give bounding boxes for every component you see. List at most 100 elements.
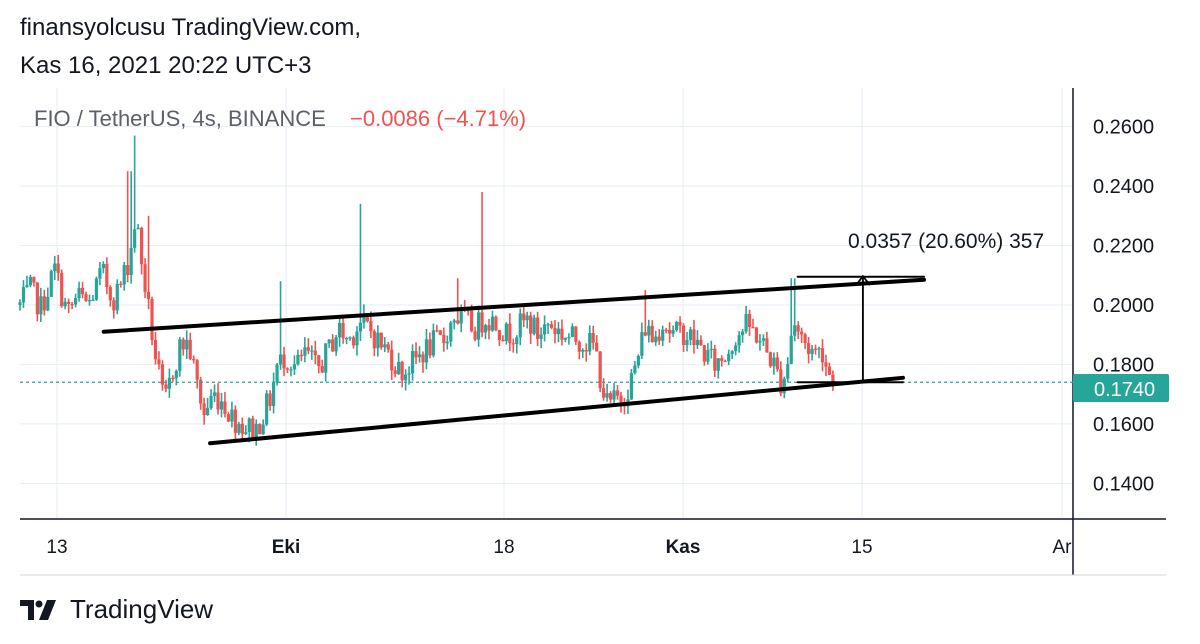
candle-body [744,313,748,332]
candle-body [331,339,335,352]
lower-channel-line[interactable] [208,375,905,446]
candle-body [567,337,571,339]
candle-body [226,413,231,422]
candle-body [282,354,286,369]
candle-body [167,377,171,389]
candle-body [205,408,210,416]
candle-body [67,301,71,305]
candle-body [824,362,828,367]
grid [20,88,1073,519]
candle-body [306,347,310,351]
candle-body [216,392,220,410]
candle-body [247,418,251,433]
candle-body [494,316,498,331]
candle-body [827,366,832,375]
candle-body [25,285,29,288]
candle-body [643,332,647,336]
candle-body [80,287,85,295]
tradingview-wordmark: TradingView [70,594,214,624]
candle-body [338,323,342,338]
candle-body [727,354,731,362]
candle-body [53,263,57,272]
candle-body [188,339,192,359]
candle-body [529,315,533,334]
price-tick-label: 0.2200 [1093,236,1154,258]
candle-body [511,343,515,345]
price-tick-label: 0.1400 [1093,473,1154,495]
candle-body [831,374,835,383]
candle-body [400,361,404,381]
candle-body [664,329,668,331]
candle-body [233,409,237,433]
upper-channel-line[interactable] [101,277,927,334]
candle-body [459,309,463,324]
candle-body [310,350,314,352]
candle-body [473,331,477,340]
candle-body [327,339,331,344]
legend-change: −0.0086 (−4.71%) [350,106,526,131]
candle-body [674,322,679,331]
candle-body [487,325,491,331]
candle-body [515,337,519,344]
candle-body [73,298,78,305]
candle-body [334,337,338,352]
candle-body [209,395,213,409]
candle-body [136,227,140,230]
candle-body [355,331,359,346]
candle-body [91,299,95,301]
time-tick-label: 13 [46,537,67,558]
candle-body [702,345,706,362]
candle-body [105,263,109,288]
candle-body [532,317,536,334]
price-axis[interactable]: 0.2600 0.2400 0.2200 0.2000 0.1800 0.1600 0.14… [1093,117,1154,496]
candles [18,135,835,446]
candle-body [178,339,182,371]
time-tick-label: Kas [666,537,701,558]
candle-body [786,364,790,379]
candle-body [157,359,161,365]
candle-body [108,287,112,301]
candle-body [542,324,547,335]
candle-body [119,283,123,285]
candle-body [70,304,74,306]
candle-body [56,263,60,274]
candle-body [160,364,165,385]
time-tick-label: Eki [272,537,301,558]
candle-body [254,423,258,439]
candle-body [768,352,772,367]
candle-body [133,229,137,248]
footer-brand[interactable]: TradingView [20,594,213,625]
candle-body [362,314,366,323]
candle-body [688,329,693,340]
price-tick-label: 0.2400 [1093,176,1154,198]
candle-body [584,349,588,352]
candle-body [296,354,300,365]
candle-body [716,358,720,371]
price-tick-label: 0.2600 [1093,117,1154,139]
candle-body [164,384,168,389]
candle-body [723,360,727,363]
candle-body [42,296,46,311]
candle-body [129,247,133,276]
candle-body [452,320,456,323]
candle-body [560,328,564,340]
measure-arrow-head [855,274,871,286]
candle-body [365,314,369,322]
candle-body [202,403,206,416]
candle-body [397,361,401,374]
candle-body [605,393,609,398]
time-axis[interactable]: 13 Eki 18 Kas 15 Ar [46,537,1072,558]
candle-body [647,325,651,336]
candle-body [324,343,328,373]
candle-body [84,294,88,301]
time-tick-label: 15 [851,537,872,558]
candle-body [424,339,429,363]
drawings[interactable] [101,274,927,446]
candle-body [504,323,508,342]
candle-body [212,392,217,396]
candle-body [237,423,241,433]
candle-body [383,344,387,348]
candle-body [619,395,623,403]
candle-body [813,348,818,351]
